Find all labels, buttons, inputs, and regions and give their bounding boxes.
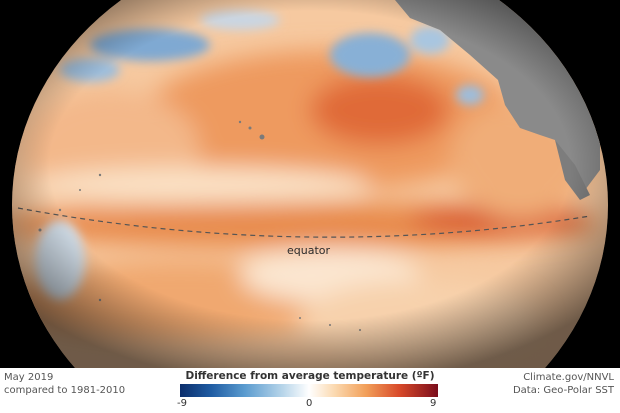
legend-min-label: -9 — [177, 398, 187, 409]
legend-color-bar — [180, 384, 438, 397]
date-label: May 2019 — [4, 372, 54, 383]
date-info: May 2019 compared to 1981-2010 — [4, 371, 125, 397]
baseline-label: compared to 1981-2010 — [4, 385, 126, 396]
globe-map-graphic — [12, 0, 608, 368]
footer: May 2019 compared to 1981-2010 Differenc… — [0, 368, 620, 413]
legend-mid-label: 0 — [306, 398, 313, 409]
legend-title: Difference from average temperature (ºF) — [185, 370, 435, 382]
globe-ocean — [12, 0, 608, 368]
credits: Climate.gov/NNVL Data: Geo-Polar SST — [513, 371, 614, 397]
equator-label: equator — [287, 244, 331, 257]
credit-label: Climate.gov/NNVL — [523, 372, 614, 383]
sea-surface-temperature-map: equator — [0, 0, 620, 368]
legend-max-label: 9 — [430, 398, 437, 409]
data-source-label: Data: Geo-Polar SST — [512, 385, 614, 396]
